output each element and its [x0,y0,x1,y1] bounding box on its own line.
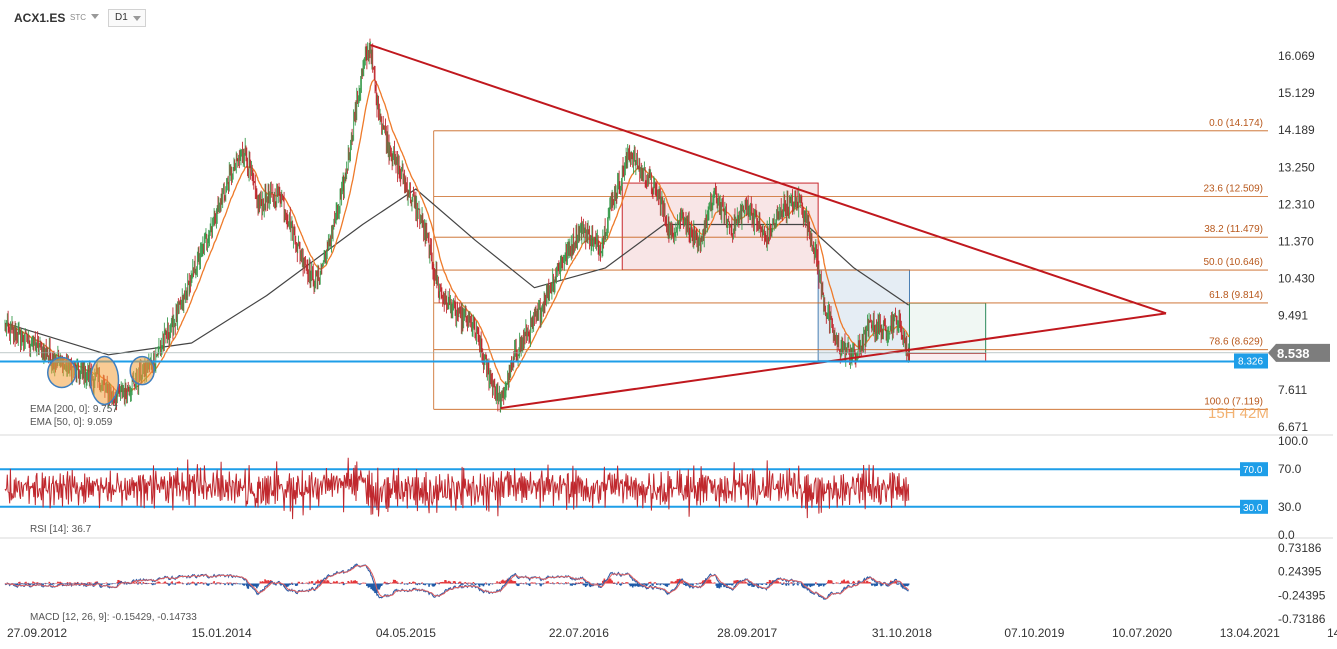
source-label[interactable]: STC [70,13,86,22]
date-tick-label: 10.07.2020 [1112,626,1172,640]
date-tick-label: 04.05.2015 [376,626,436,640]
indicator-legend: EMA [200, 0]: 9.757 EMA [50, 0]: 9.059 R… [30,404,1269,623]
price-tick-label: 7.611 [1278,383,1307,397]
fib-level-label: 23.6 (12.509) [1204,184,1264,195]
fibonacci-levels: 0.0 (14.174) 23.6 (12.509) 38.2 (11.479) 50… [433,118,1268,410]
date-tick-label: 28.09.2017 [717,626,777,640]
chart-grid [0,434,1333,539]
timeframe-select[interactable]: D1 [108,9,146,27]
last-price-tag [1268,343,1330,362]
pattern-circle [89,355,120,406]
rsi-legend[interactable]: RSI [14]: 36.7 [30,524,92,535]
rsi-series [4,457,910,520]
date-tick-label: 14.01.2022 [1327,626,1337,640]
rsi-panel: 100.0 70.0 30.0 0.0 70.0 30.0 [0,434,1308,542]
triangle-upper-line [370,43,1167,315]
chart-toolbar: ACX1.ES STC D1 [0,0,300,36]
price-tick-label: 10.430 [1278,272,1315,286]
trendline-drawings [0,43,1268,410]
macd-panel: 0.73186 0.24395 -0.24395 -0.73186 [4,541,1326,626]
date-tick-label: 31.10.2018 [872,626,932,640]
price-tick-label: 14.189 [1278,123,1315,137]
price-tick-label: 13.250 [1278,160,1315,174]
countdown-overlay: 15H 42M [1208,405,1269,422]
price-tick-label: 12.310 [1278,197,1315,211]
fib-level-label: 100.0 (7.119) [1204,396,1263,407]
price-series [4,38,910,413]
rsi-level-tag [1240,462,1268,477]
fib-level-label: 61.8 (9.814) [1209,290,1263,301]
macd-tick-label: -0.73186 [1278,612,1326,626]
rsi-level-tag [1240,499,1268,514]
macd-tick-label: -0.24395 [1278,588,1326,602]
timeframe-value: D1 [115,12,128,23]
date-tick-label: 22.07.2016 [549,626,609,640]
date-tick-label: 27.09.2012 [7,626,67,640]
macd-signal-line [4,564,909,600]
stop-zone [908,352,987,363]
reward-zone [908,302,987,354]
chevron-down-icon [133,16,141,21]
support-price-label: 8.326 [1238,357,1263,368]
rsi-tick-label: 30.0 [1278,500,1302,514]
time-axis: 27.09.2012 15.01.2014 04.05.2015 22.07.2016… [7,626,1337,640]
source-dropdown-icon[interactable] [91,14,99,19]
last-price-label: 8.538 [1277,346,1310,361]
price-axis: 16.069 15.129 14.189 13.250 12.310 11.370 10.4… [1234,49,1330,434]
price-tick-label: 15.129 [1278,86,1315,100]
fib-level-label: 0.0 (14.174) [1209,118,1263,129]
date-tick-label: 13.04.2021 [1220,626,1280,640]
symbol-label[interactable]: ACX1.ES [14,11,66,25]
date-tick-label: 07.10.2019 [1004,626,1064,640]
macd-legend[interactable]: MACD [12, 26, 9]: -0.15429, -0.14733 [30,612,197,623]
macd-tick-label: 0.73186 [1278,541,1322,555]
fib-level-label: 38.2 (11.479) [1204,224,1263,235]
ema50-legend[interactable]: EMA [50, 0]: 9.059 [30,417,113,428]
macd-tick-label: 0.24395 [1278,565,1322,579]
price-tick-label: 6.671 [1278,420,1308,434]
date-tick-label: 15.01.2014 [192,626,252,640]
pattern-circle [129,355,155,386]
pattern-circle [46,356,77,389]
drawing-zones [621,182,987,363]
rsi-tick-label: 70.0 [1278,462,1302,476]
rsi-tick-label: 0.0 [1278,528,1295,542]
rsi-level-label: 30.0 [1243,503,1263,514]
ema200-legend[interactable]: EMA [200, 0]: 9.757 [30,404,118,415]
rsi-tick-label: 100.0 [1278,434,1308,448]
rsi-level-label: 70.0 [1243,465,1263,476]
price-tick-label: 16.069 [1278,49,1315,63]
support-price-tag [1234,353,1268,369]
price-tick-label: 11.370 [1278,235,1314,249]
macd-line [4,563,909,600]
fib-level-label: 50.0 (10.646) [1204,257,1264,268]
price-tick-label: 9.491 [1278,309,1308,323]
fib-level-label: 78.6 (8.629) [1209,337,1263,348]
